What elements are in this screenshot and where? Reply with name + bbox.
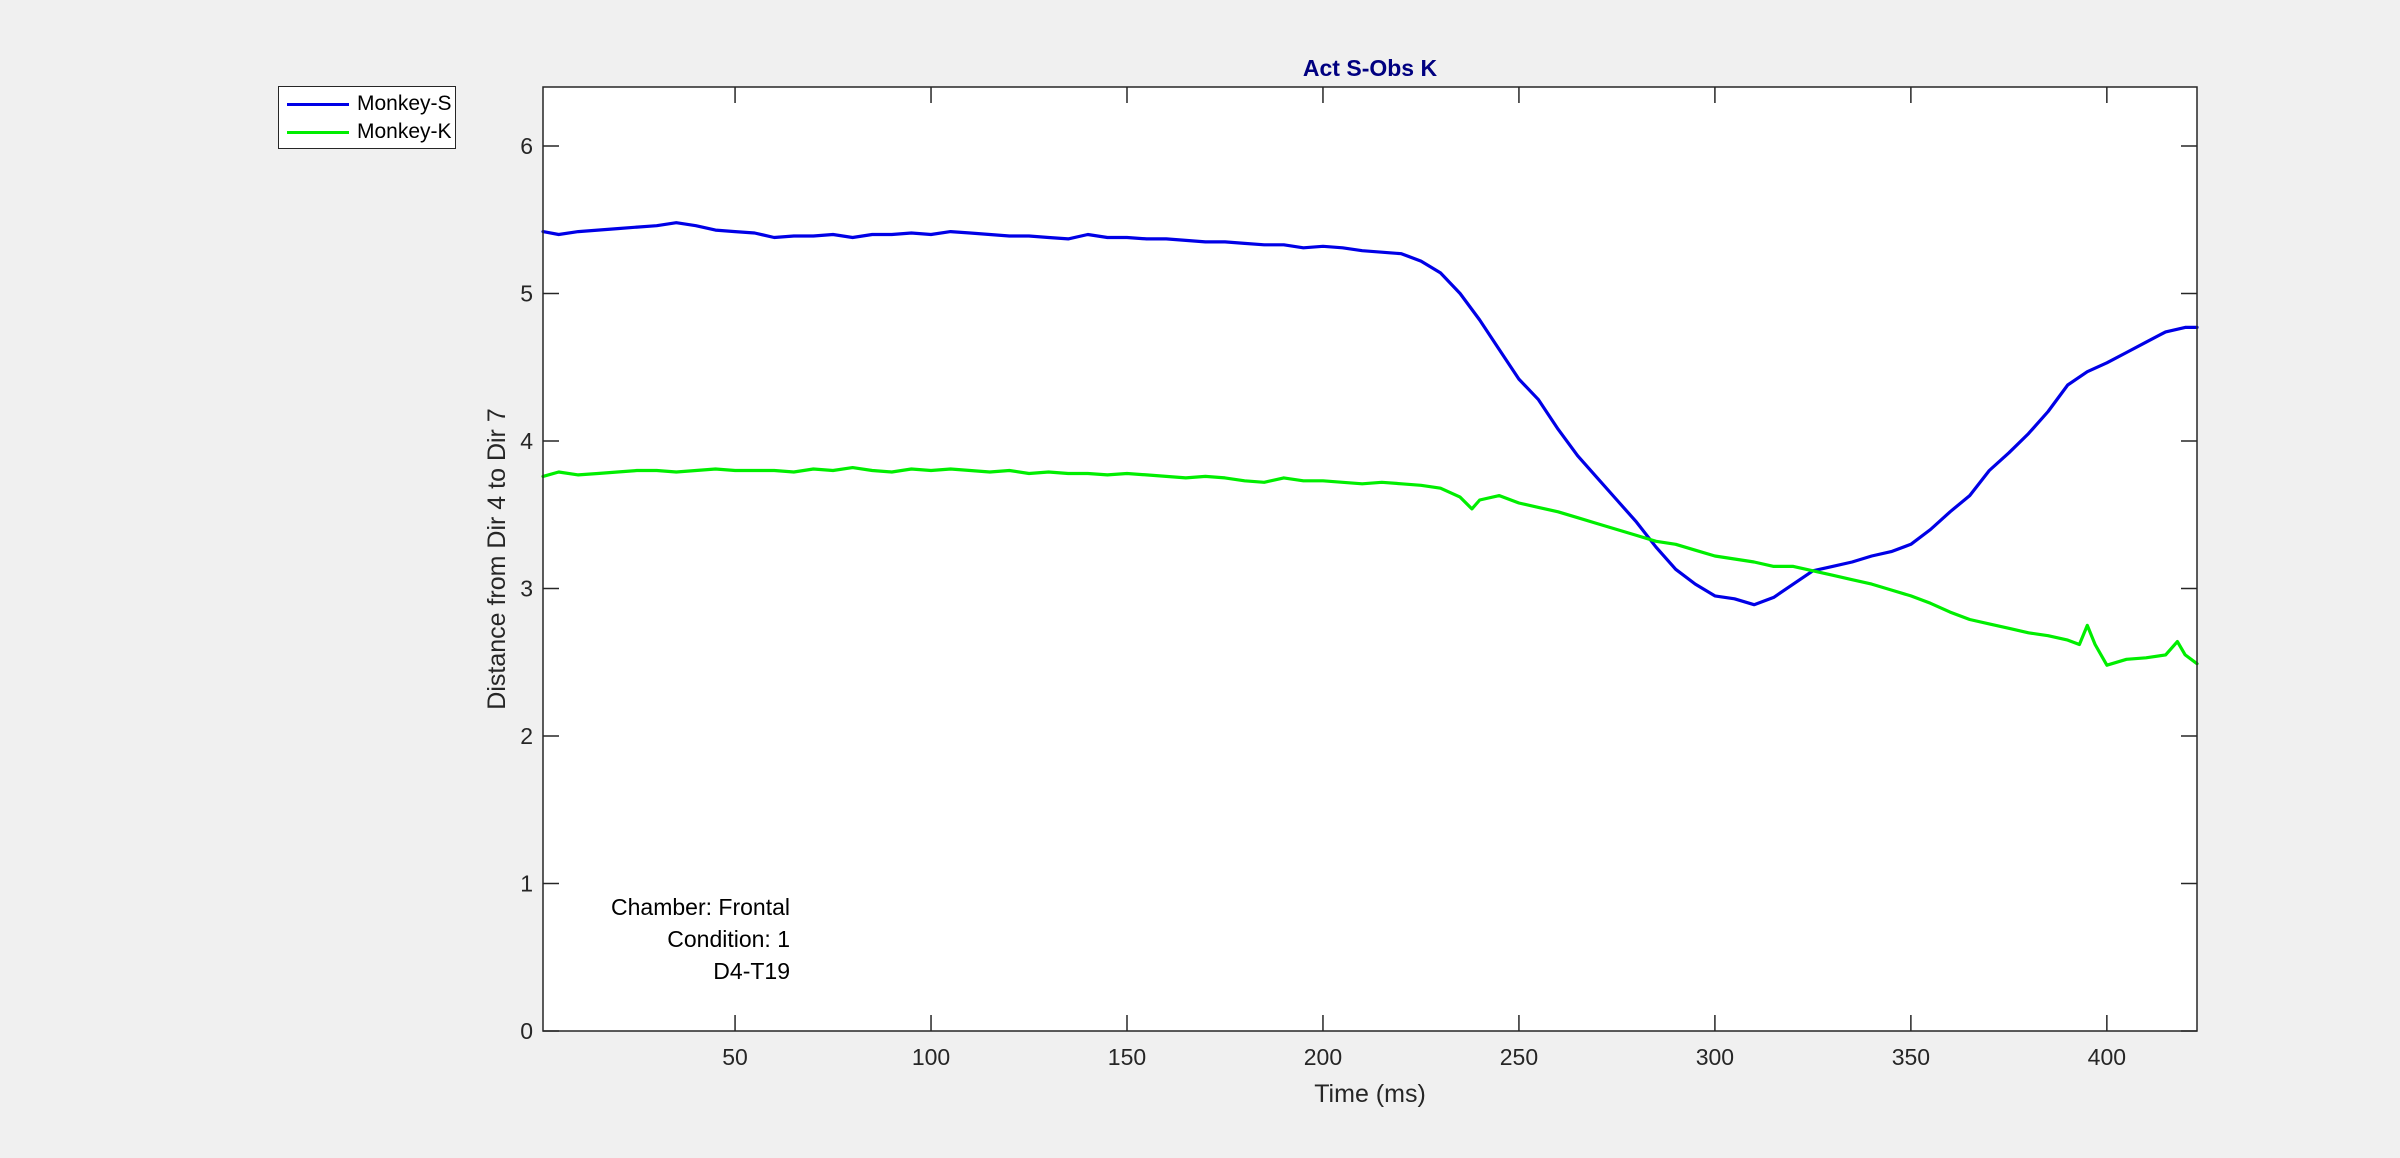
- legend-swatch-monkey-s: [287, 102, 349, 106]
- x-axis-label: Time (ms): [1314, 1080, 1426, 1108]
- chart-title: Act S-Obs K: [1303, 55, 1438, 81]
- x-tick-label: 300: [1696, 1044, 1734, 1070]
- y-tick-label: 6: [520, 133, 533, 159]
- legend-swatch-monkey-k: [287, 130, 349, 134]
- plot-area: [543, 87, 2197, 1031]
- x-tick-label: 250: [1500, 1044, 1538, 1070]
- y-tick-label: 0: [520, 1018, 533, 1044]
- series-line-monkey-k: [541, 466, 2199, 667]
- annotation-trial: D4-T19: [713, 958, 790, 984]
- x-tick-label: 50: [722, 1044, 748, 1070]
- annotation-chamber: Chamber: Frontal: [611, 894, 790, 920]
- x-tick-label: 350: [1892, 1044, 1930, 1070]
- x-tick-label: 100: [912, 1044, 950, 1070]
- legend-item-monkey-k: Monkey-K: [287, 119, 452, 145]
- series-line-monkey-s: [541, 221, 2199, 607]
- axes-box: [542, 86, 2198, 1032]
- y-tick-label: 4: [520, 428, 533, 454]
- y-tick-label: 5: [520, 281, 533, 307]
- legend: Monkey-S Monkey-K: [278, 86, 456, 149]
- series-layer: [541, 221, 2199, 667]
- x-tick-label: 200: [1304, 1044, 1342, 1070]
- x-tick-label: 150: [1108, 1044, 1146, 1070]
- y-tick-label: 1: [520, 871, 533, 897]
- ticks-layer: 50 100 150 200 250 300 350 400 0 1 2 3 4 5 6: [520, 87, 2197, 1070]
- legend-label-monkey-s: Monkey-S: [357, 92, 452, 115]
- annotation-condition: Condition: 1: [667, 926, 790, 952]
- legend-item-monkey-s: Monkey-S: [287, 91, 452, 117]
- chart-annotation: Chamber: Frontal Condition: 1 D4-T19: [560, 891, 790, 987]
- legend-label-monkey-k: Monkey-K: [357, 120, 452, 143]
- y-axis-label: Distance from Dir 4 to Dir 7: [483, 408, 511, 709]
- y-tick-label: 3: [520, 576, 533, 602]
- x-tick-label: 400: [2088, 1044, 2126, 1070]
- y-tick-label: 2: [520, 723, 533, 749]
